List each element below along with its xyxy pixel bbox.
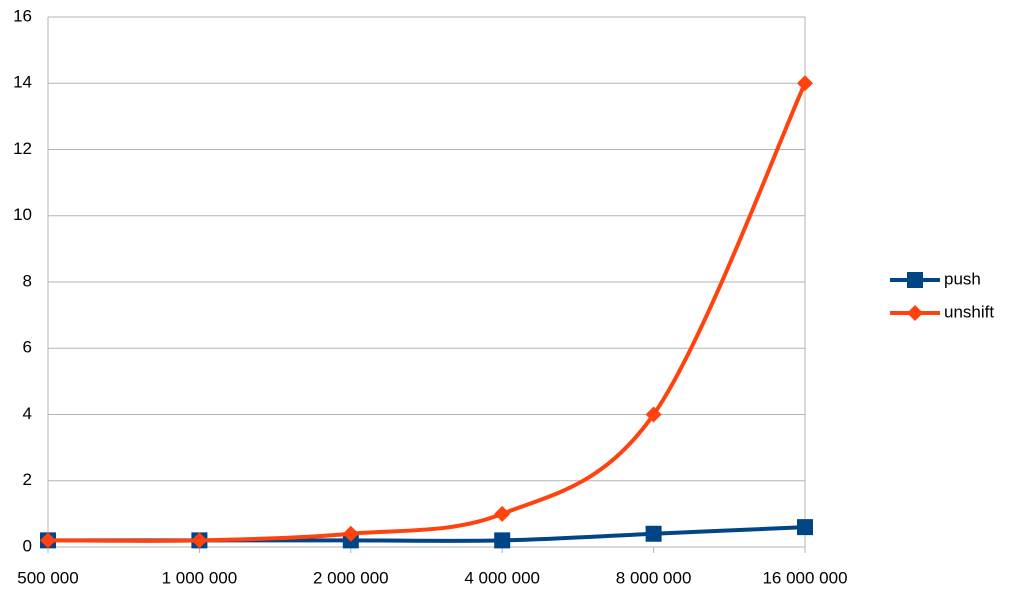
y-tick-label: 2 xyxy=(23,470,32,489)
y-tick-label: 4 xyxy=(23,404,32,423)
series-line xyxy=(47,82,807,543)
marker xyxy=(645,406,662,423)
marker xyxy=(797,519,813,536)
legend-label: push xyxy=(944,269,981,288)
marker xyxy=(797,75,813,92)
marker xyxy=(494,532,511,549)
y-tick-label: 16 xyxy=(13,6,32,25)
x-tick-label: 500 000 xyxy=(17,568,78,587)
marker xyxy=(907,305,923,321)
y-tick-label: 14 xyxy=(13,73,32,92)
marker xyxy=(191,532,208,549)
x-tick-label: 8 000 000 xyxy=(616,568,692,587)
marker xyxy=(645,525,662,542)
y-tick-label: 12 xyxy=(13,139,32,158)
marker xyxy=(40,532,56,549)
x-tick-label: 16 000 000 xyxy=(762,568,847,587)
x-tick-label: 1 000 000 xyxy=(162,568,238,587)
marker xyxy=(907,272,923,288)
marker xyxy=(342,525,359,542)
x-tick-label: 2 000 000 xyxy=(313,568,389,587)
marker xyxy=(494,505,511,522)
y-tick-label: 8 xyxy=(23,271,32,290)
y-tick-label: 0 xyxy=(23,536,32,555)
y-tick-label: 6 xyxy=(23,338,32,357)
x-tick-label: 4 000 000 xyxy=(464,568,540,587)
legend-label: unshift xyxy=(944,302,994,321)
y-tick-label: 10 xyxy=(13,205,32,224)
